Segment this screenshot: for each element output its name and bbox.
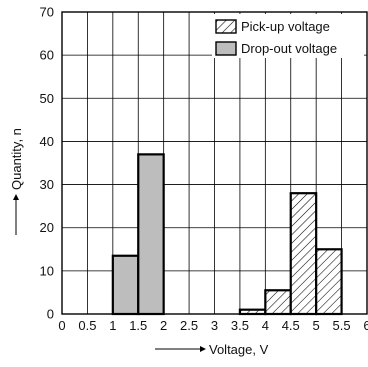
bar-pickup-voltage — [315, 248, 343, 316]
bar-pickup-voltage — [289, 192, 318, 316]
x-tick-label: 2 — [160, 318, 167, 333]
y-axis-title: Quantity, n — [9, 128, 24, 235]
bar-pickup-voltage — [264, 289, 292, 316]
x-tick-label: 0 — [58, 318, 65, 333]
x-axis-title: Voltage, V — [155, 342, 269, 357]
legend-swatch-pickup — [215, 19, 237, 34]
y-tick-label: 70 — [40, 5, 54, 20]
histogram-bars — [111, 153, 343, 316]
legend-swatch-dropout — [215, 41, 237, 56]
y-tick-label: 20 — [40, 220, 54, 235]
x-tick-labels: 0 0.5 1 1.5 2 2.5 3 3.5 4 4.5 5 5.5 6 — [58, 318, 368, 333]
legend-label-dropout: Drop-out voltage — [241, 41, 337, 56]
x-tick-label: 6 — [363, 318, 368, 333]
y-tick-label: 30 — [40, 177, 54, 192]
y-tick-label: 60 — [40, 48, 54, 63]
y-tick-label: 10 — [40, 263, 54, 278]
x-tick-label: 3.5 — [231, 318, 249, 333]
x-axis-label: Voltage, V — [209, 342, 269, 357]
y-axis-label: Quantity, n — [9, 128, 24, 190]
plot-frame — [61, 11, 368, 315]
x-tick-label: 5.5 — [333, 318, 351, 333]
y-tick-labels: 0 10 20 30 40 50 60 70 — [40, 5, 54, 322]
x-tick-label: 1.5 — [129, 318, 147, 333]
x-tick-label: 2.5 — [180, 318, 198, 333]
x-tick-label: 5 — [313, 318, 320, 333]
legend: Pick-up voltage Drop-out voltage — [212, 14, 364, 58]
bar-dropout-voltage — [111, 254, 140, 316]
x-tick-label: 4 — [262, 318, 269, 333]
x-tick-label: 1 — [109, 318, 116, 333]
x-tick-label: 3 — [211, 318, 218, 333]
legend-label-pickup: Pick-up voltage — [241, 19, 330, 34]
x-tick-label: 4.5 — [282, 318, 300, 333]
y-tick-label: 0 — [47, 307, 54, 322]
legend-box — [212, 14, 364, 58]
y-tick-label: 50 — [40, 91, 54, 106]
x-tick-label: 0.5 — [78, 318, 96, 333]
bar-dropout-voltage — [137, 153, 165, 316]
y-tick-label: 40 — [40, 134, 54, 149]
